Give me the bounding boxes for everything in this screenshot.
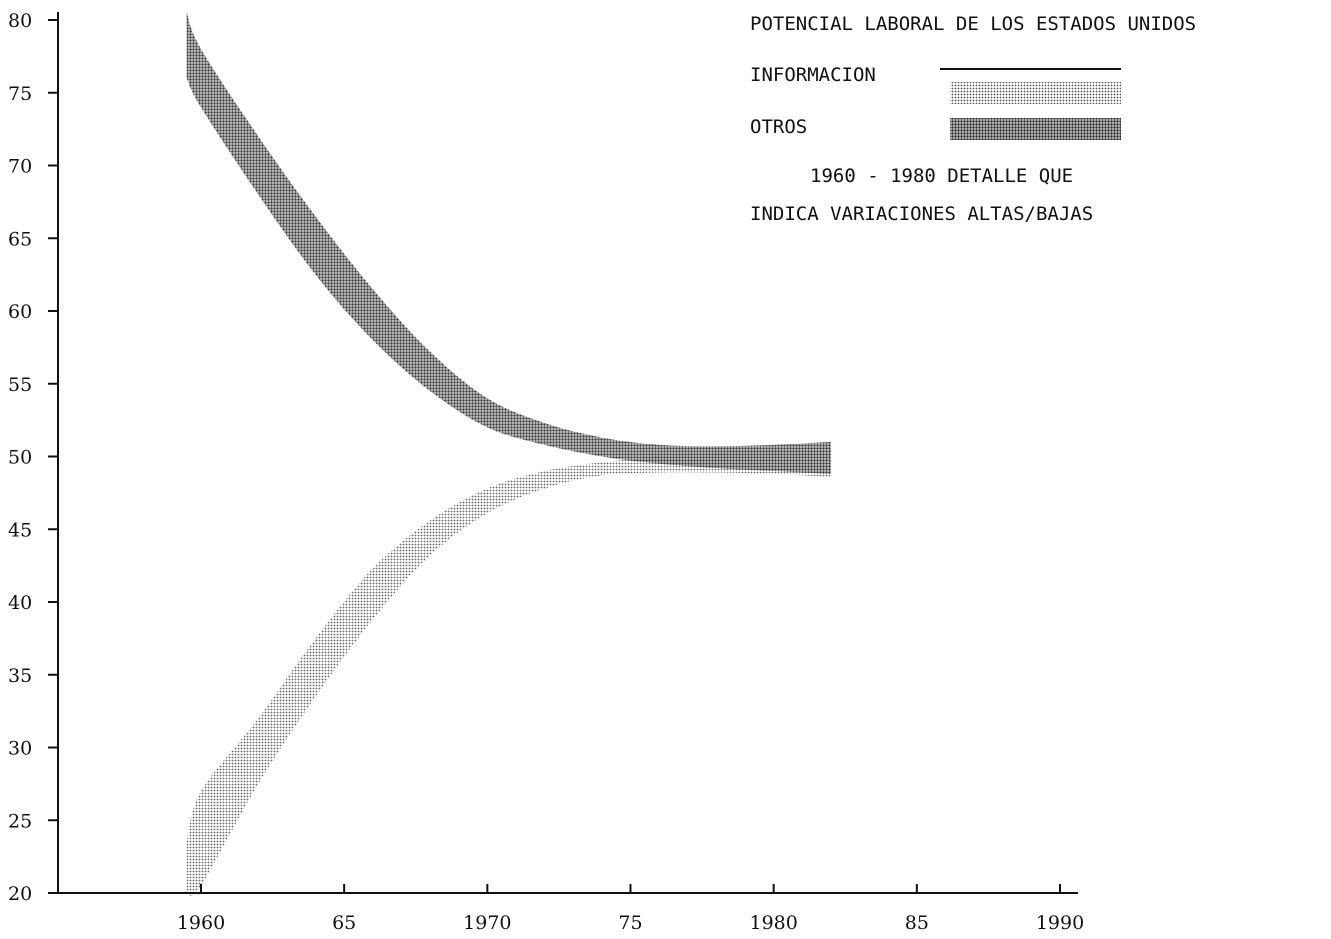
y-axis-ticks: 20 25 30 35 40 45 50 55 60 65 70 75 80 <box>8 10 58 905</box>
y-tick-label: 80 <box>8 10 32 32</box>
x-tick-label: 1980 <box>749 912 797 934</box>
note-line-2: INDICA VARIACIONES ALTAS/BAJAS <box>750 203 1093 225</box>
y-tick-label: 55 <box>8 374 32 396</box>
y-tick-label: 65 <box>8 228 32 250</box>
y-tick-label: 50 <box>8 447 32 469</box>
x-tick-label: 85 <box>905 912 929 934</box>
x-tick-label: 1960 <box>177 912 225 934</box>
y-tick-label: 35 <box>8 665 32 687</box>
series-band-otros <box>186 12 831 474</box>
legend-label-otros: OTROS <box>750 116 807 138</box>
legend: POTENCIAL LABORAL DE LOS ESTADOS UNIDOS … <box>750 13 1196 225</box>
series-bands <box>186 12 831 896</box>
x-tick-label: 1970 <box>463 912 511 934</box>
y-tick-label: 25 <box>8 810 32 832</box>
y-tick-label: 40 <box>8 592 32 614</box>
y-tick-label: 70 <box>8 156 32 178</box>
x-tick-label: 65 <box>332 912 356 934</box>
legend-label-informacion: INFORMACION <box>750 64 876 86</box>
x-tick-label: 75 <box>618 912 642 934</box>
chart-title: POTENCIAL LABORAL DE LOS ESTADOS UNIDOS <box>750 13 1196 35</box>
y-tick-label: 30 <box>8 738 32 760</box>
note-line-1: 1960 - 1980 DETALLE QUE <box>810 165 1073 187</box>
legend-swatch-informacion <box>950 82 1121 104</box>
legend-swatch-otros <box>950 118 1121 140</box>
y-tick-label: 45 <box>8 519 32 541</box>
series-band-informacion <box>186 447 831 896</box>
x-tick-label: 1990 <box>1036 912 1084 934</box>
y-tick-label: 60 <box>8 301 32 323</box>
y-tick-label: 75 <box>8 83 32 105</box>
y-tick-label: 20 <box>8 883 32 905</box>
x-axis-ticks: 1960 65 1970 75 1980 85 1990 <box>177 884 1084 934</box>
